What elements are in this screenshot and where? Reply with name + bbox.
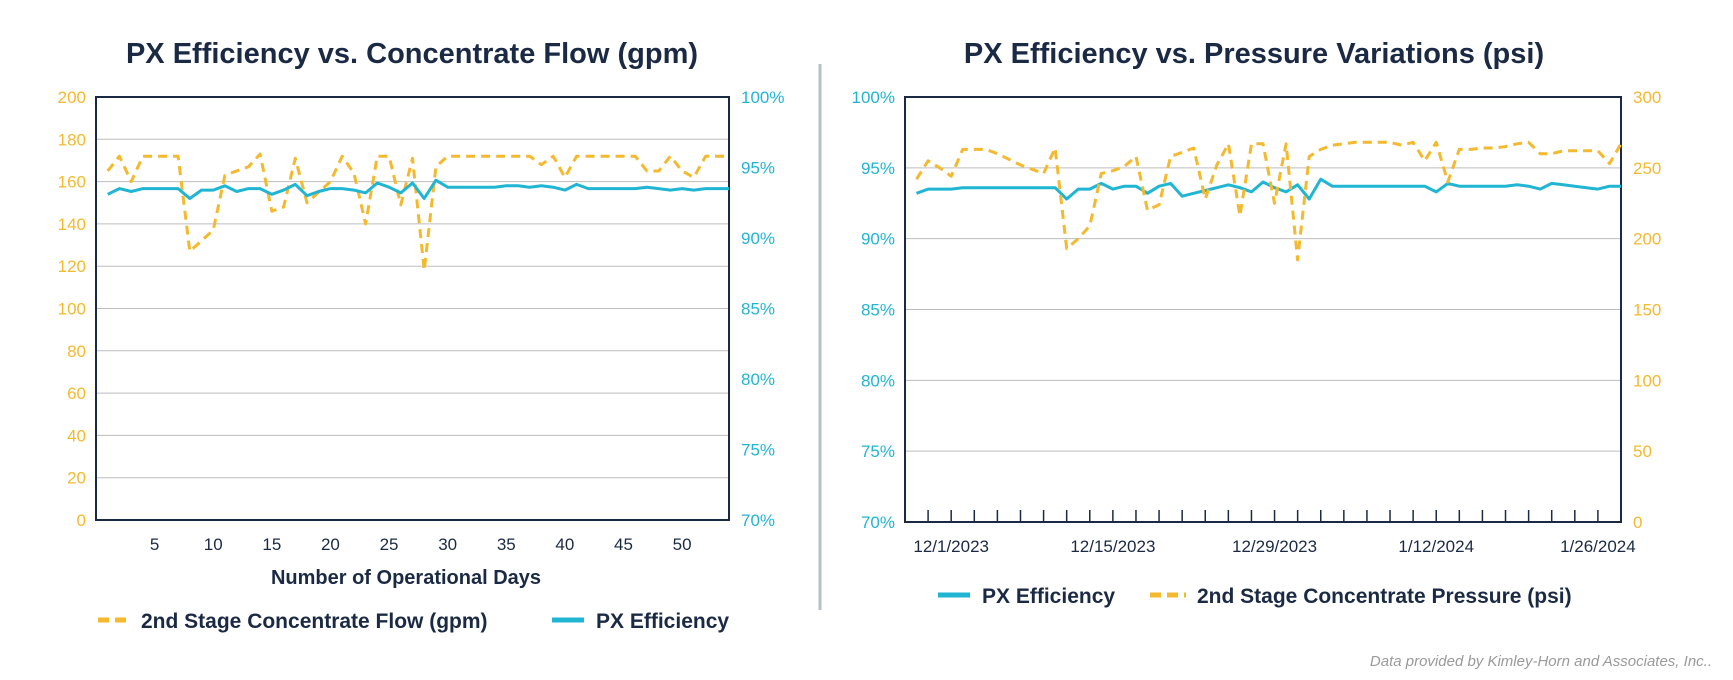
data-credit: Data provided by Kimley-Horn and Associa… <box>1370 653 1712 670</box>
left-axis-tick-label: 80 <box>67 342 86 361</box>
left-axis-tick-label: 70% <box>861 513 895 532</box>
legend-right-efficiency-label: PX Efficiency <box>982 585 1115 608</box>
x-axis-tick-label: 12/1/2023 <box>913 537 989 556</box>
right-axis-tick-label: 100% <box>741 88 784 107</box>
solid-series-line-left <box>107 178 729 200</box>
dashed-series-line-left <box>106 152 729 272</box>
left-axis-tick-label: 40 <box>67 426 86 445</box>
left-plot-frame <box>95 96 730 521</box>
right-chart-title: PX Efficiency vs. Pressure Variations (p… <box>964 38 1544 70</box>
left-axis-tick-label: 95% <box>861 159 895 178</box>
right-plot-frame <box>904 96 1622 523</box>
left-axis-tick-label: 20 <box>67 469 86 488</box>
left-axis-tick-label: 140 <box>58 215 86 234</box>
left-axis-tick-label: 85% <box>861 301 895 320</box>
x-axis-tick-label: 12/29/2023 <box>1232 537 1317 556</box>
left-axis-tick-label: 100 <box>58 300 86 319</box>
left-x-axis-label: Number of Operational Days <box>271 567 541 589</box>
right-axis-tick-label: 0 <box>1633 513 1642 532</box>
right-axis-tick-label: 100 <box>1633 371 1661 390</box>
left-axis-tick-label: 75% <box>861 442 895 461</box>
left-axis-tick-label: 200 <box>58 88 86 107</box>
left-chart-title: PX Efficiency vs. Concentrate Flow (gpm) <box>126 38 698 70</box>
legend-pressure-label: 2nd Stage Concentrate Pressure (psi) <box>1197 585 1572 608</box>
left-axis-tick-label: 0 <box>77 511 86 530</box>
right-axis-tick-label: 75% <box>741 441 775 460</box>
x-axis-tick-label: 20 <box>321 535 340 554</box>
right-axis-tick-label: 90% <box>741 229 775 248</box>
left-axis-tick-label: 180 <box>58 130 86 149</box>
x-axis-tick-label: 1/12/2024 <box>1398 537 1474 556</box>
right-axis-tick-label: 95% <box>741 159 775 178</box>
x-axis-tick-label: 45 <box>614 535 633 554</box>
left-axis-tick-label: 100% <box>852 88 895 107</box>
solid-series-line-right <box>915 177 1621 201</box>
x-axis-tick-label: 15 <box>262 535 281 554</box>
left-axis-tick-label: 80% <box>861 371 895 390</box>
x-axis-tick-label: 12/15/2023 <box>1070 537 1155 556</box>
right-axis-tick-label: 70% <box>741 511 775 530</box>
right-axis-tick-label: 150 <box>1633 301 1661 320</box>
x-axis-tick-label: 5 <box>150 535 159 554</box>
left-axis-tick-label: 120 <box>58 257 86 276</box>
left-axis-tick-label: 90% <box>861 230 895 249</box>
x-axis-tick-label: 25 <box>380 535 399 554</box>
left-axis-tick-label: 160 <box>58 173 86 192</box>
right-axis-tick-label: 200 <box>1633 230 1661 249</box>
legend-flow-label: 2nd Stage Concentrate Flow (gpm) <box>141 610 488 633</box>
right-axis-tick-label: 300 <box>1633 88 1661 107</box>
right-axis-tick-label: 250 <box>1633 159 1661 178</box>
left-axis-tick-label: 60 <box>67 384 86 403</box>
right-axis-tick-label: 80% <box>741 370 775 389</box>
right-axis-tick-label: 85% <box>741 300 775 319</box>
x-axis-tick-label: 30 <box>438 535 457 554</box>
x-axis-tick-label: 40 <box>555 535 574 554</box>
x-axis-tick-label: 1/26/2024 <box>1560 537 1636 556</box>
right-axis-tick-label: 50 <box>1633 442 1652 461</box>
x-axis-tick-label: 50 <box>673 535 692 554</box>
x-axis-tick-label: 35 <box>497 535 516 554</box>
legend-left-efficiency-label: PX Efficiency <box>596 610 729 633</box>
dashed-series-line-right <box>915 140 1623 262</box>
x-axis-tick-label: 10 <box>204 535 223 554</box>
